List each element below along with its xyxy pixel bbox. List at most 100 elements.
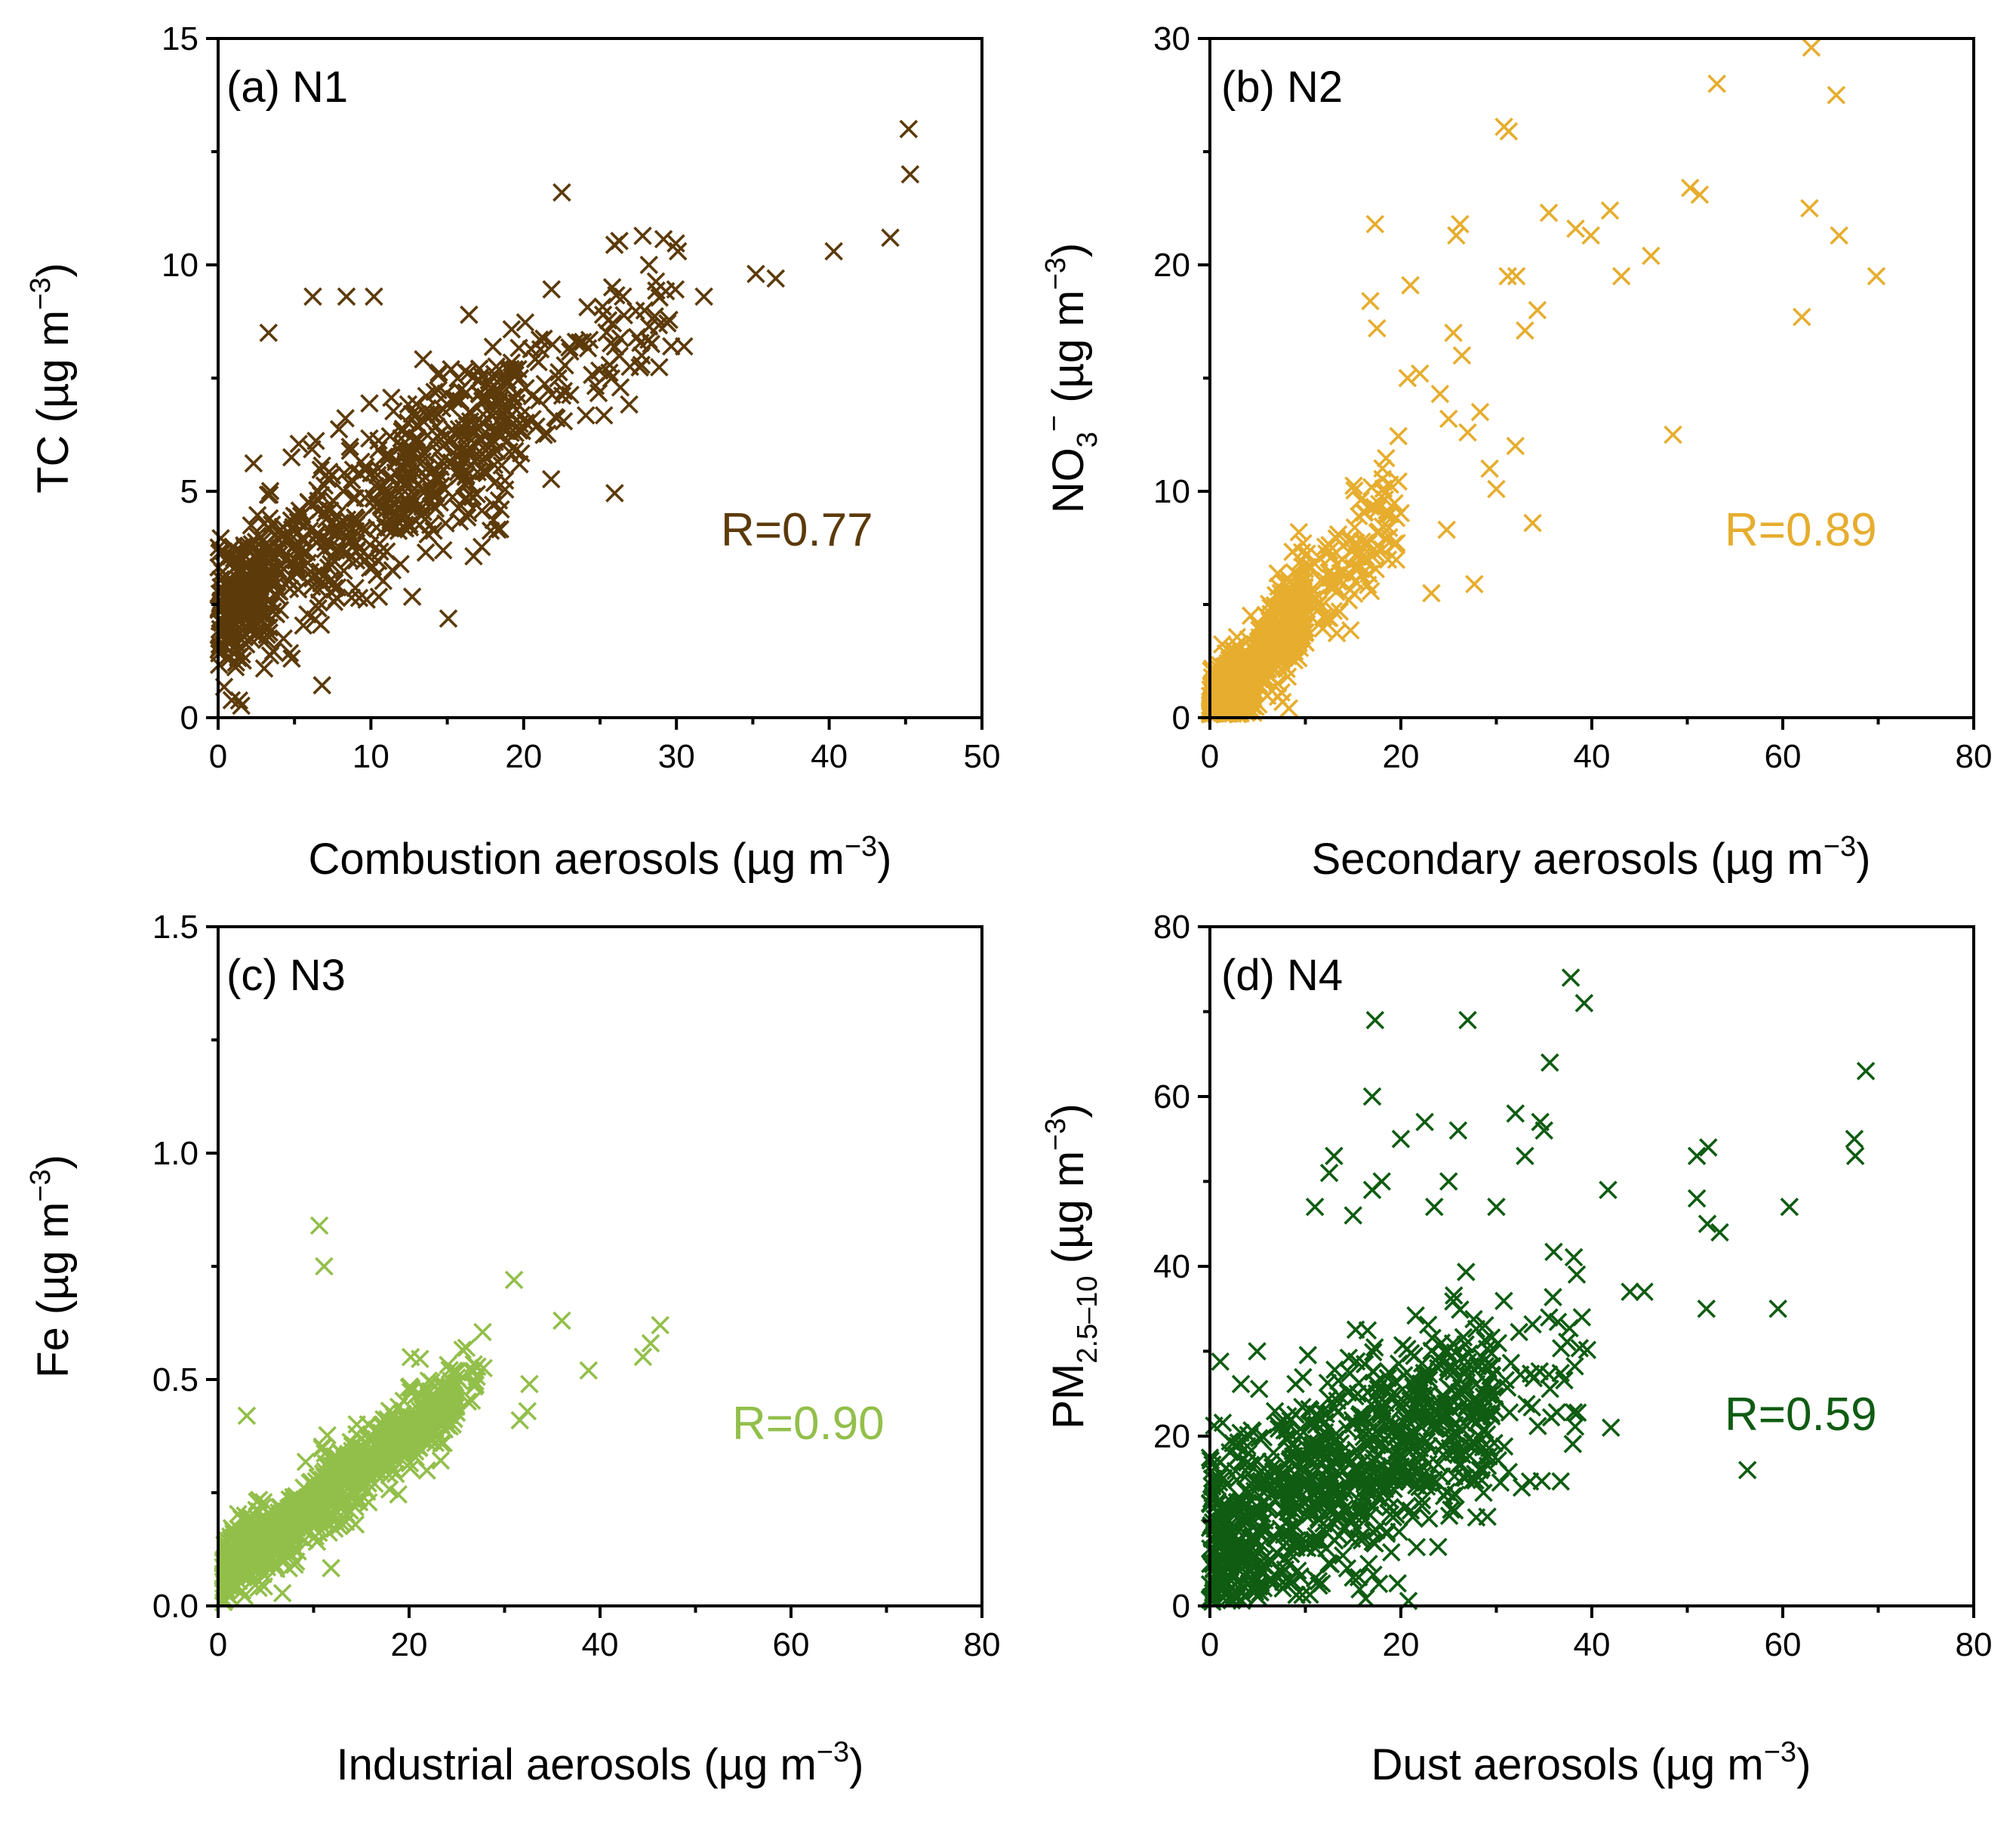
data-point [1451,214,1470,234]
data-point [414,349,432,369]
data-point [1363,1343,1383,1362]
data-point [305,1493,324,1512]
data-point [554,411,574,431]
data-point [349,463,369,482]
data-point [1497,1378,1517,1397]
data-point [1387,1505,1405,1524]
data-point [319,1514,338,1533]
data-point [354,1450,373,1469]
data-point [538,424,557,444]
data-point [1343,1505,1363,1524]
data-point [1283,1447,1303,1466]
data-point [260,481,280,500]
data-point [232,696,251,715]
y-tick-label: 0.0 [152,1588,199,1625]
data-point [263,595,282,615]
data-point [407,395,426,414]
data-point [401,1459,420,1478]
data-point [1522,1398,1542,1417]
data-point [1768,1299,1787,1318]
x-tick-label: 20 [391,1626,428,1663]
data-point [1800,198,1819,218]
data-point [1506,436,1525,456]
data-point [309,1216,329,1235]
data-point [1845,1146,1865,1166]
data-point [1342,1451,1362,1471]
data-point [1697,1214,1717,1234]
data-point [1334,1546,1353,1565]
data-point [1214,1525,1234,1544]
data-point [472,537,491,557]
data-point [1366,1373,1385,1392]
data-point [315,1257,334,1276]
data-point [1214,1528,1233,1548]
data-point [408,457,426,477]
data-point [506,423,525,443]
data-point [346,534,366,552]
data-point [1430,384,1450,404]
scatter-points-n2 [1200,38,1886,724]
data-point [571,333,589,352]
data-point [449,498,468,518]
y-tick-label: 10 [1153,473,1190,510]
data-point [267,1530,286,1549]
axis-ticks-n2: 0 20 40 60 80 0 10 20 30 [1153,20,1992,775]
data-point [1291,1420,1310,1438]
data-point [389,1484,408,1504]
data-point [318,1426,337,1445]
data-point [1301,1413,1320,1432]
data-point [1457,1263,1476,1281]
data-point [349,589,369,608]
data-point [1227,1520,1246,1539]
data-point [1248,1342,1267,1361]
data-point [1429,1537,1448,1557]
data-point [1253,1495,1273,1514]
data-point [1316,1539,1336,1558]
data-point [1208,1561,1227,1580]
data-point [602,334,620,353]
y-tick-label: 20 [1153,1418,1190,1455]
data-point [1374,479,1393,498]
data-point [453,1340,472,1359]
data-point [1494,1437,1514,1456]
correlation-label-n4: R=0.59 [1725,1389,1877,1441]
data-point [336,1512,355,1532]
data-point [244,454,263,473]
data-point [498,371,517,390]
data-point [1380,1380,1399,1398]
data-point [1567,1265,1587,1284]
data-point [1478,1374,1497,1393]
data-point [382,388,401,408]
data-point [1780,1197,1799,1217]
data-point [394,1431,414,1450]
data-point [1574,993,1594,1013]
data-point [522,340,541,359]
data-point [1286,1405,1305,1424]
data-point [1231,1374,1251,1394]
data-point [1315,1477,1334,1496]
data-point [426,499,445,518]
data-point [1346,1320,1365,1340]
data-point [216,638,235,657]
data-point [1507,266,1526,286]
data-point [1287,1538,1306,1557]
data-point [1394,1366,1414,1385]
data-point [229,691,249,710]
data-point [1239,1559,1258,1579]
data-point [1203,1477,1222,1496]
data-point [1387,509,1406,528]
data-point [1439,409,1458,429]
data-point [1560,1318,1579,1338]
data-point [1417,1395,1436,1414]
data-point [414,1405,433,1425]
data-point [1418,1469,1437,1488]
data-point [340,441,360,460]
x-tick-label: 0 [1201,1626,1219,1663]
data-point [1362,582,1380,601]
data-point [1372,1172,1391,1191]
data-point [1342,530,1361,549]
data-point [583,365,602,384]
data-point [1516,1146,1534,1166]
x-tick-label: 80 [1956,738,1993,775]
data-point [1482,1328,1501,1347]
